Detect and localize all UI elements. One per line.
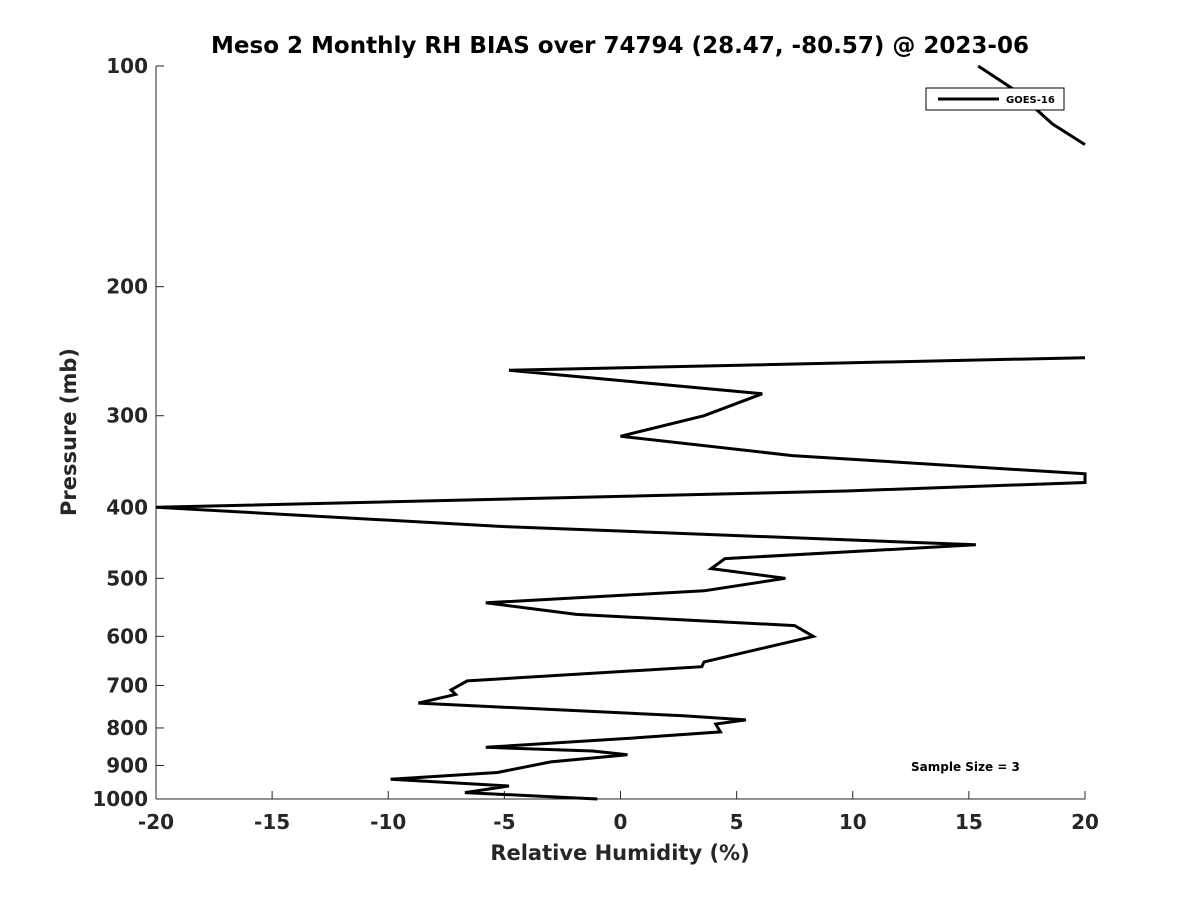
plot-area [156, 66, 1085, 799]
x-tick-label: 0 [614, 810, 628, 834]
x-axis-ticks: -20 -15 -10 -5 0 5 10 15 20 [138, 791, 1099, 834]
y-axis-title: Pressure (mb) [57, 348, 81, 516]
y-tick-label: 900 [106, 753, 148, 777]
chart-title: Meso 2 Monthly RH BIAS over 74794 (28.47… [211, 33, 1029, 59]
x-tick-label: -15 [254, 810, 290, 834]
sample-size-annotation: Sample Size = 3 [911, 760, 1020, 774]
y-tick-label: 1000 [92, 787, 148, 811]
y-tick-label: 600 [106, 624, 148, 648]
y-axis-ticks: 100 200 300 400 500 600 700 800 900 1000 [92, 54, 164, 811]
x-axis-title: Relative Humidity (%) [490, 841, 749, 865]
x-tick-label: -20 [138, 810, 174, 834]
y-tick-label: 200 [106, 275, 148, 299]
x-tick-label: -10 [370, 810, 406, 834]
legend-label-goes-16: GOES-16 [1006, 95, 1055, 106]
x-tick-label: 20 [1071, 810, 1099, 834]
y-tick-label: 800 [106, 716, 148, 740]
legend: GOES-16 [925, 87, 1065, 111]
y-tick-label: 400 [106, 495, 148, 519]
x-tick-label: 10 [839, 810, 867, 834]
x-tick-label: -5 [493, 810, 515, 834]
series-line-goes-16 [155, 356, 1087, 801]
x-tick-label: 15 [955, 810, 983, 834]
y-tick-label: 300 [106, 404, 148, 428]
y-tick-label: 700 [106, 673, 148, 697]
x-tick-label: 5 [730, 810, 744, 834]
y-tick-label: 100 [106, 54, 148, 78]
y-tick-label: 500 [106, 566, 148, 590]
series-group [155, 64, 1087, 801]
